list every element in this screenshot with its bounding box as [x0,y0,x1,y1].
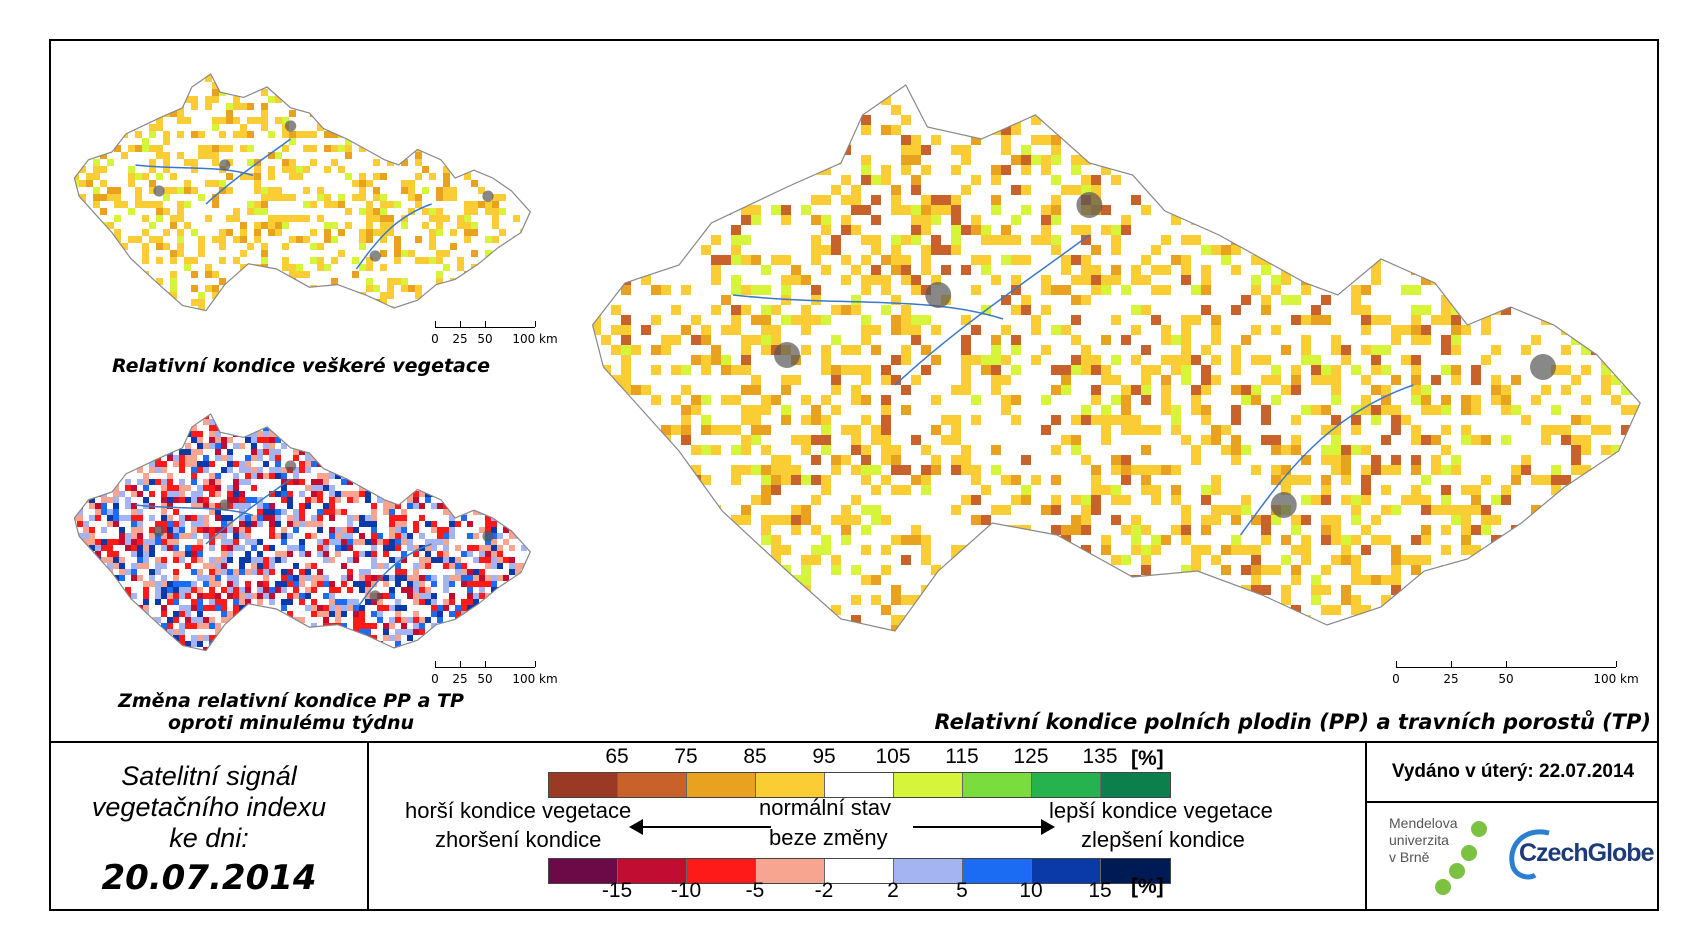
scale-label: 25 [452,672,468,686]
satellite-line2: vegetačního indexu [91,792,327,822]
change-swatch [963,859,1032,883]
scale-label: 50 [477,332,493,346]
condition-value-label: 105 [875,745,911,768]
condition-swatch [756,773,825,797]
condition-value-label: 75 [674,745,698,768]
map-crop-grassland-condition [571,55,1651,655]
caption-main-map: Relativní kondice polních plodin (PP) a … [934,710,1651,734]
map-crop-grassland-svg [591,84,1641,632]
issued-date: Vydáno v úterý: 22.07.2014 [1391,761,1635,782]
condition-swatch [687,773,756,797]
change-value-label: 10 [1019,879,1043,902]
scale-label: 50 [477,672,493,686]
map-all-vegetation-svg [73,73,532,312]
change-value-label: 2 [887,879,899,902]
scale-label: 25 [1443,672,1459,686]
scale-label: 25 [452,332,468,346]
change-value-label: -10 [670,879,702,902]
map-crop-grassland-country-border [591,84,1641,632]
label-no-change: beze změny [769,825,888,850]
condition-swatch [894,773,963,797]
divider-horizontal [51,741,1657,743]
czechglobe-logo-text: CzechGlobe [1519,839,1654,867]
label-normal-state: normální stav [759,795,892,820]
change-swatch [1032,859,1101,883]
mendel-dots-icon [1435,821,1487,895]
change-value-label: -2 [814,879,834,902]
mendel-university-logo-text: Mendelova univerzita v Brně [1389,815,1458,866]
change-swatch [549,859,618,883]
map-weekly-change [65,401,535,661]
change-swatch [618,859,687,883]
condition-value-label: 135 [1082,745,1118,768]
mendel-line2: univerzita [1389,832,1449,848]
condition-color-scale [548,772,1171,798]
satellite-line1: Satelitní signál [121,761,297,791]
condition-value-label: 85 [743,745,767,768]
scale-label: 100 km [512,332,558,346]
condition-value-label: 125 [1013,745,1049,768]
scale-label: 50 [1498,672,1514,686]
mendel-line1: Mendelova [1389,815,1458,831]
czechglobe-swoosh-icon [1509,829,1550,880]
condition-value-label: 115 [945,745,979,768]
arrow-left [629,819,771,835]
satellite-info: Satelitní signál vegetačního indexu ke d… [51,743,367,911]
scale-bar-weekly-change: 0 25 50 100 km [431,661,595,691]
change-value-label: -5 [745,879,765,902]
caption-all-vegetation: Relativní kondice veškeré vegetace [111,355,491,377]
caption-weekly-change-line1: Změna relativní kondice PP a TP [118,690,464,712]
condition-swatch [1101,773,1170,797]
condition-value-label: 95 [812,745,836,768]
map-all-vegetation-country-border [73,73,532,312]
change-swatch [756,859,825,883]
change-value-label: 15 [1088,879,1112,902]
caption-weekly-change-line2: oproti minulému týdnu [167,712,415,734]
divider-vertical [1365,741,1367,909]
caption-weekly-change: Změna relativní kondice PP a TP oproti m… [91,690,491,734]
change-swatch [894,859,963,883]
map-all-vegetation [65,61,535,321]
scale-bar-all-vegetation: 0 25 50 100 km [431,321,595,351]
figure-frame: 0 25 50 100 km Relativní kondice veškeré… [49,39,1659,911]
scale-label: 100 km [1593,672,1639,686]
label-improvement: zlepšení kondice [1081,827,1245,852]
change-value-label: 5 [956,879,968,902]
condition-swatch [963,773,1032,797]
condition-unit: [%] [1131,747,1164,770]
map-crop-grassland-raster [592,85,1641,631]
change-swatch [687,859,756,883]
scale-label: 0 [431,672,439,686]
change-unit: [%] [1131,875,1164,898]
map-weekly-change-svg [73,413,532,652]
condition-swatch [825,773,894,797]
label-worse-condition: horší kondice vegetace [405,798,632,823]
divider-vertical [367,741,369,909]
condition-value-label: 65 [605,745,629,768]
change-color-scale [548,858,1171,884]
condition-swatch [1032,773,1101,797]
mendel-line3: v Brně [1389,849,1430,865]
scale-label: 100 km [512,672,558,686]
label-worsening: zhoršení kondice [435,827,602,852]
arrow-right [913,819,1055,835]
change-swatch [1101,859,1170,883]
logos: Mendelova univerzita v Brně CzechGlobe [1367,803,1659,911]
scale-label: 0 [1392,672,1400,686]
scale-bar-main: 0 25 50 100 km [1392,661,1639,691]
condition-swatch [549,773,618,797]
divider-horizontal-right [1367,801,1659,803]
label-better-condition: lepší kondice vegetace [1049,798,1273,823]
legend: 65 75 85 95 105 115 125 135 [%] horší kondice v… [369,743,1365,911]
scale-label: 0 [431,332,439,346]
condition-swatch [618,773,687,797]
map-weekly-change-country-border [73,413,532,652]
change-value-label: -15 [601,879,633,902]
satellite-line3: ke dni: [169,823,249,853]
change-swatch [825,859,894,883]
satellite-date: 20.07.2014 [101,858,317,898]
